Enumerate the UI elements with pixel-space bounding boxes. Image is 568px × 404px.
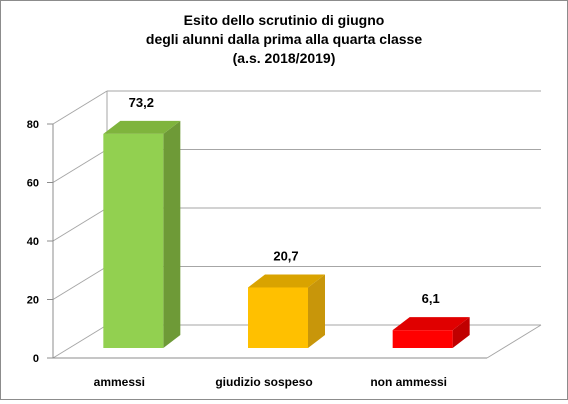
bar-side-giudizio-sospeso: [308, 274, 325, 348]
gridline-depth-60: [52, 149, 108, 183]
bar-top-non-ammessi: [392, 317, 470, 331]
data-label-giudizio-sospeso: 20,7: [273, 248, 298, 263]
floor-right-edge: [486, 324, 542, 359]
gridline-depth-20: [52, 266, 108, 300]
gridline-depth-0: [52, 324, 108, 359]
x-tick-label-ammessi: ammessi: [94, 375, 145, 389]
chart-title-line-3: (a.s. 2018/2019): [233, 50, 336, 66]
bar-ammessi: [103, 133, 164, 348]
bar-side-ammessi: [163, 120, 181, 348]
bar-top-giudizio-sospeso: [248, 274, 325, 288]
y-tick-label-0: 0: [33, 353, 39, 365]
bar-non-ammessi: [392, 330, 453, 348]
x-tick-label-non-ammessi: non ammessi: [370, 375, 447, 389]
gridline-depth-80: [52, 90, 108, 125]
y-tick-label-60: 60: [27, 178, 39, 190]
y-tick-label-20: 20: [27, 295, 39, 307]
bars: [103, 120, 470, 348]
bar-giudizio-sospeso: [248, 287, 308, 348]
labels: 0 20 40 60 80 73,2 ammessi 20,7 giudizio sospeso…: [27, 95, 447, 389]
bar-side-non-ammessi: [452, 317, 470, 348]
data-label-non-ammessi: 6,1: [422, 291, 440, 306]
y-tick-label-80: 80: [27, 119, 39, 131]
x-tick-label-giudizio-sospeso: giudizio sospeso: [215, 375, 312, 389]
y-tick-label-40: 40: [27, 236, 39, 248]
chart-title-line-1: Esito dello scrutinio di giugno: [184, 12, 385, 28]
gridline-depth-40: [52, 207, 108, 242]
bar-top-ammessi: [103, 120, 181, 134]
chart-title-line-2: degli alunni dalla prima alla quarta cla…: [146, 31, 422, 47]
data-label-ammessi: 73,2: [129, 95, 154, 110]
